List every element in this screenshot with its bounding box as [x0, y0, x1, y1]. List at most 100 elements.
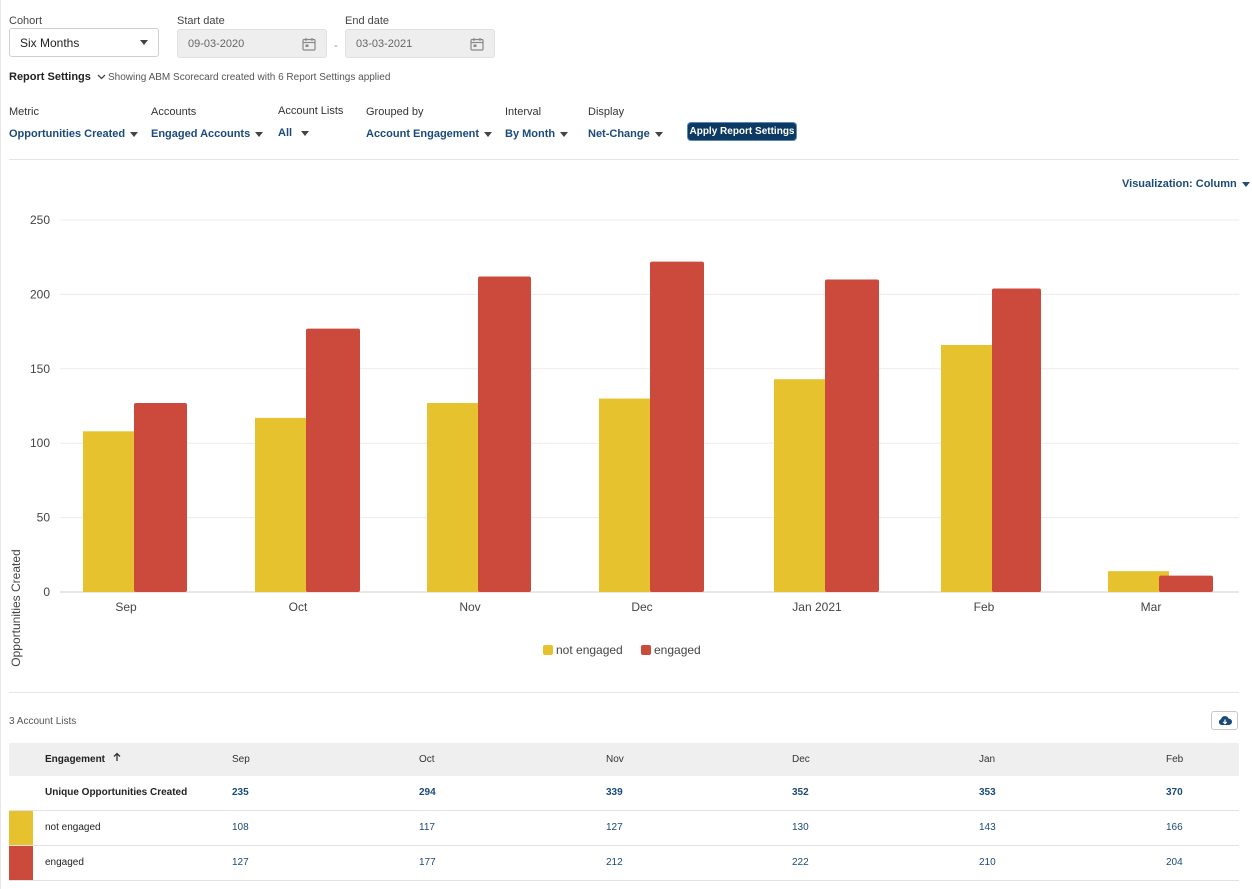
report-settings-summary: Showing ABM Scorecard created with 6 Rep…	[108, 72, 391, 83]
calendar-icon[interactable]	[302, 37, 316, 51]
x-tick-label: Jan 2021	[792, 600, 842, 614]
grouped-by-label: Grouped by	[366, 106, 424, 118]
row-color-swatch	[9, 811, 33, 845]
y-tick-label: 100	[30, 436, 50, 450]
metric-value: Opportunities Created	[9, 128, 126, 140]
column-header-oct[interactable]: Oct	[419, 754, 435, 765]
table-cell-value[interactable]: 177	[419, 857, 436, 868]
display-dropdown[interactable]: Net-Change	[588, 128, 663, 140]
data-table: Engagement Sep Oct Nov Dec Jan Feb Uniqu…	[9, 743, 1239, 881]
divider	[9, 159, 1239, 160]
report-settings-label: Report Settings	[9, 71, 91, 83]
report-settings-toggle[interactable]: Report Settings	[9, 71, 106, 83]
table-cell-value[interactable]: 108	[232, 822, 249, 833]
cohort-select[interactable]: Six Months	[9, 28, 159, 57]
interval-dropdown[interactable]: By Month	[505, 128, 569, 140]
table-row: not engaged 108 117 127 130 143 166	[9, 811, 1239, 846]
visualization-dropdown[interactable]: Visualization: Column	[1122, 178, 1250, 190]
table-cell-value[interactable]: 339	[606, 787, 623, 798]
bar-not-engaged-nov[interactable]	[427, 403, 486, 592]
chevron-down-icon	[255, 131, 264, 137]
y-tick-label: 0	[43, 585, 50, 599]
table-cell-value[interactable]: 130	[792, 822, 809, 833]
x-tick-label: Mar	[1141, 600, 1162, 614]
interval-value: By Month	[505, 128, 556, 140]
account-lists-label: Account Lists	[278, 105, 344, 117]
table-cell-value[interactable]: 352	[792, 787, 809, 798]
table-row: engaged 127 177 212 222 210 204	[9, 846, 1239, 881]
row-label: engaged	[45, 857, 84, 868]
chevron-down-icon	[1241, 181, 1250, 187]
bar-engaged-mar[interactable]	[1159, 575, 1213, 592]
legend-item[interactable]: not engaged	[543, 643, 623, 657]
legend-label: not engaged	[556, 643, 623, 657]
bar-engaged-oct[interactable]	[306, 328, 360, 592]
x-tick-label: Nov	[459, 600, 480, 614]
column-header-engagement[interactable]: Engagement	[45, 752, 121, 765]
y-tick-label: 250	[30, 213, 50, 227]
table-cell-value[interactable]: 353	[979, 787, 996, 798]
metric-label: Metric	[9, 106, 39, 118]
grouped-by-value: Account Engagement	[366, 128, 480, 140]
bar-engaged-feb[interactable]	[992, 288, 1041, 592]
table-cell-value[interactable]: 235	[232, 787, 249, 798]
accounts-label: Accounts	[151, 106, 197, 118]
display-label: Display	[588, 106, 625, 118]
calendar-icon[interactable]	[470, 37, 484, 51]
grouped-by-dropdown[interactable]: Account Engagement	[366, 128, 493, 140]
table-cell-value[interactable]: 210	[979, 857, 996, 868]
column-header-dec[interactable]: Dec	[792, 754, 810, 765]
download-button[interactable]	[1211, 711, 1238, 730]
bar-engaged-nov[interactable]	[478, 276, 531, 592]
table-cell-value[interactable]: 166	[1166, 822, 1183, 833]
display-value: Net-Change	[588, 128, 650, 140]
visualization-value: Visualization: Column	[1122, 178, 1237, 190]
bar-engaged-sep[interactable]	[134, 403, 187, 592]
chevron-down-icon	[654, 131, 663, 137]
apply-report-settings-button[interactable]: Apply Report Settings	[688, 123, 796, 140]
bar-not-engaged-oct[interactable]	[255, 417, 315, 592]
row-label: not engaged	[45, 822, 101, 833]
bar-not-engaged-mar[interactable]	[1108, 571, 1169, 592]
table-cell-value[interactable]: 222	[792, 857, 809, 868]
row-color-swatch	[9, 846, 33, 880]
column-header-jan[interactable]: Jan	[979, 754, 996, 765]
sort-arrow-up-icon[interactable]	[113, 752, 121, 762]
bar-engaged-dec[interactable]	[650, 261, 704, 592]
cohort-label: Cohort	[9, 15, 43, 27]
table-cell-value[interactable]: 212	[606, 857, 623, 868]
account-lists-count: 3 Account Lists	[9, 716, 77, 727]
bar-engaged-jan-2021[interactable]	[825, 279, 879, 592]
table-cell-value[interactable]: 370	[1166, 787, 1183, 798]
legend-item[interactable]: engaged	[641, 643, 701, 657]
table-cell-value[interactable]: 143	[979, 822, 996, 833]
account-lists-dropdown[interactable]: All	[278, 127, 310, 139]
column-header-nov[interactable]: Nov	[606, 754, 624, 765]
cohort-value: Six Months	[20, 35, 80, 50]
chevron-down-icon	[130, 131, 139, 137]
column-header-label: Engagement	[45, 754, 106, 765]
bar-not-engaged-sep[interactable]	[83, 431, 142, 592]
accounts-value: Engaged Accounts	[151, 128, 251, 140]
table-cell-value[interactable]: 127	[606, 822, 623, 833]
table-header-row: Engagement Sep Oct Nov Dec Jan Feb	[9, 743, 1239, 776]
legend-swatch	[641, 645, 651, 655]
bar-not-engaged-feb[interactable]	[941, 344, 997, 592]
metric-dropdown[interactable]: Opportunities Created	[9, 128, 139, 140]
table-cell-value[interactable]: 294	[419, 787, 436, 798]
accounts-dropdown[interactable]: Engaged Accounts	[151, 128, 264, 140]
table-cell-value[interactable]: 204	[1166, 857, 1183, 868]
chevron-down-icon	[97, 74, 106, 80]
bar-not-engaged-jan-2021[interactable]	[774, 379, 835, 592]
end-date-field[interactable]: 03-03-2021	[345, 29, 495, 58]
start-date-field[interactable]: 09-03-2020	[177, 29, 327, 58]
x-tick-label: Dec	[631, 600, 652, 614]
table-cell-value[interactable]: 117	[419, 822, 435, 833]
date-separator: -	[334, 40, 338, 52]
table-cell-value[interactable]: 127	[232, 857, 249, 868]
divider	[9, 692, 1239, 693]
bar-not-engaged-dec[interactable]	[599, 398, 659, 592]
column-header-sep[interactable]: Sep	[232, 754, 250, 765]
column-header-feb[interactable]: Feb	[1166, 754, 1184, 765]
legend-label: engaged	[654, 643, 701, 657]
